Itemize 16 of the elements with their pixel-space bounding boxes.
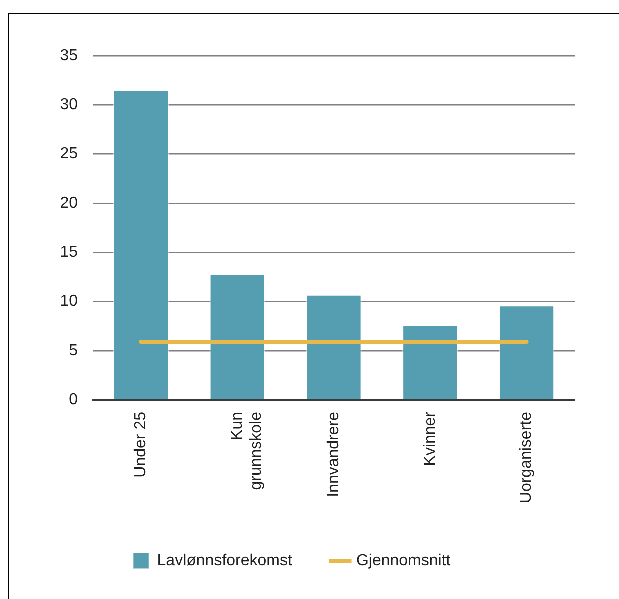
x-tick-label: Kvinner (422, 411, 439, 466)
legend-label: Gjennomsnitt (356, 552, 452, 570)
y-tick-label: 10 (60, 293, 78, 310)
y-tick-label: 0 (69, 391, 78, 408)
x-tick-label: Kun grunnskole (229, 412, 266, 490)
y-tick-label: 25 (60, 146, 78, 163)
y-tick-label: 20 (60, 194, 78, 212)
y-tick-label: 35 (60, 47, 78, 64)
x-tick-label: Uorganiserte (518, 412, 536, 504)
y-tick-label: 30 (60, 96, 78, 114)
x-tick-label: Under 25 (132, 412, 150, 478)
chart-frame: Lavlønnsforekomst Gjennomsnitt Under 25 Kun grunnskole Innvandrere Kvinner Uorganiserte 0 5 10 15 20 25 30 35 (8, 13, 619, 599)
legend-label: Lavlønnsforekomst (157, 552, 294, 570)
x-tick-label: Innvandrere (325, 412, 342, 498)
y-tick-label: 15 (60, 244, 78, 261)
y-tick-label: 5 (69, 342, 78, 360)
